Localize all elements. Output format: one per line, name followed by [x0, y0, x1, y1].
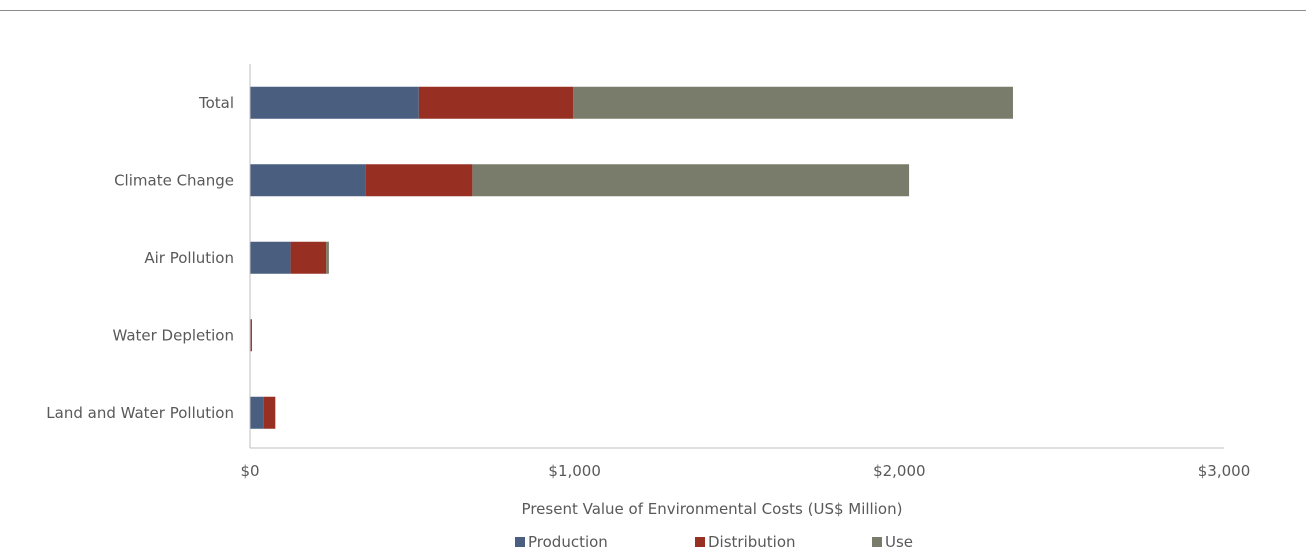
- legend-swatch-distribution: [695, 537, 705, 547]
- bar-water-depletion-distribution: [250, 319, 252, 352]
- legend: Production Distribution Use: [515, 533, 913, 551]
- bar-air-pollution-distribution: [290, 241, 327, 274]
- x-tick-label: $0: [240, 462, 259, 480]
- bar-total-use: [573, 86, 1013, 119]
- legend-swatch-production: [515, 537, 525, 547]
- bar-climate-change-distribution: [365, 164, 473, 197]
- top-divider: [0, 10, 1306, 11]
- bar-land-and-water-pollution-distribution: [263, 396, 276, 429]
- bar-total-production: [250, 86, 419, 119]
- bar-climate-change-production: [250, 164, 366, 197]
- bar-climate-change-use: [472, 164, 910, 197]
- category-label-climate-change: Climate Change: [114, 171, 234, 189]
- bar-air-pollution-use: [326, 241, 329, 274]
- legend-label-use: Use: [885, 533, 913, 551]
- category-labels: Total Climate Change Air Pollution Water De…: [46, 94, 234, 422]
- bars-layer: [250, 86, 1013, 429]
- legend-label-production: Production: [528, 533, 608, 551]
- x-axis-title: Present Value of Environmental Costs (US…: [522, 500, 903, 518]
- category-label-water-depletion: Water Depletion: [112, 326, 234, 344]
- bar-total-distribution: [418, 86, 574, 119]
- legend-swatch-use: [872, 537, 882, 547]
- category-label-land-and-water-pollution: Land and Water Pollution: [46, 404, 234, 422]
- x-tick-labels: $0 $1,000 $2,000 $3,000: [240, 462, 1250, 480]
- category-label-total: Total: [198, 94, 234, 112]
- legend-label-distribution: Distribution: [708, 533, 796, 551]
- x-tick-label: $3,000: [1198, 462, 1251, 480]
- x-tick-label: $1,000: [548, 462, 601, 480]
- bar-air-pollution-production: [250, 241, 291, 274]
- category-label-air-pollution: Air Pollution: [144, 249, 234, 267]
- bar-land-and-water-pollution-production: [250, 396, 264, 429]
- x-tick-label: $2,000: [873, 462, 926, 480]
